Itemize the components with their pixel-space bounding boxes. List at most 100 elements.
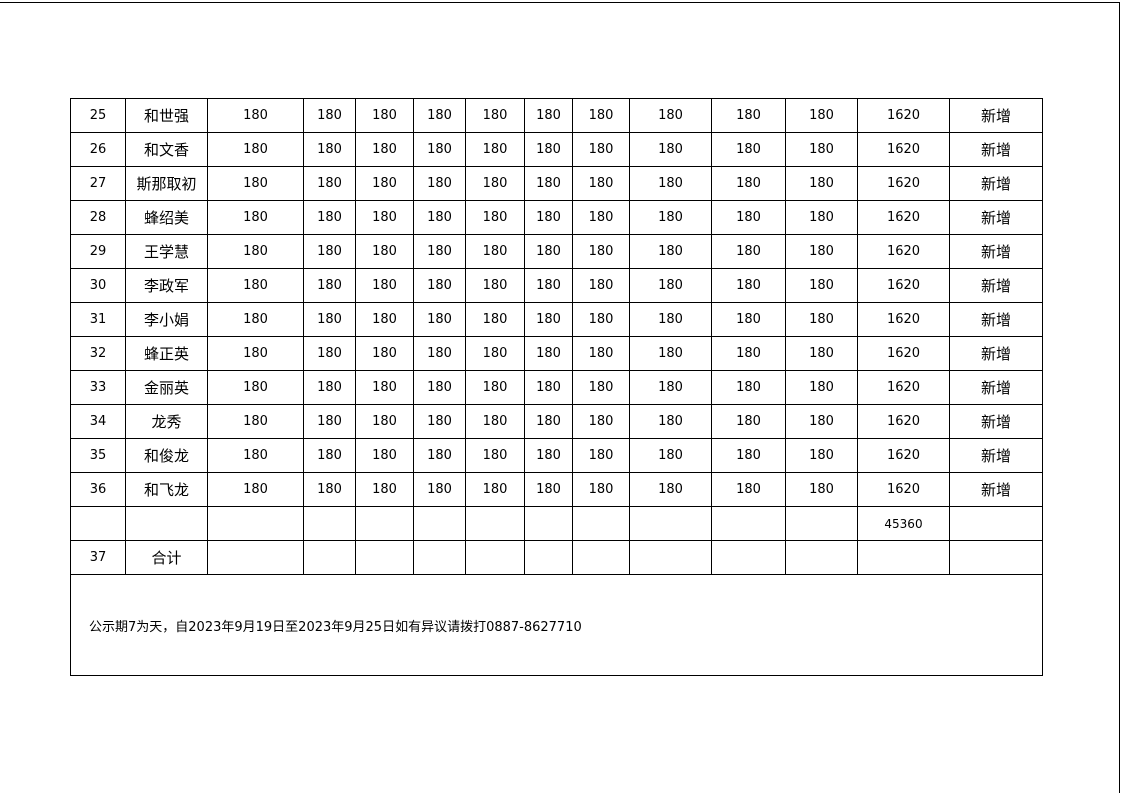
- amount-cell: 180: [629, 200, 712, 235]
- amount-cell: 180: [413, 404, 466, 439]
- amount-cell: 180: [572, 200, 630, 235]
- amount-cell: 180: [629, 132, 712, 167]
- amount-cell: 180: [413, 234, 466, 269]
- amount-cell: 180: [572, 472, 630, 507]
- amount-cell: 180: [413, 472, 466, 507]
- amount-cell: 180: [785, 200, 858, 235]
- amount-cell: 180: [355, 438, 414, 473]
- amount-cell: 180: [207, 132, 304, 167]
- amount-cell: 180: [785, 370, 858, 405]
- amount-cell: 180: [355, 200, 414, 235]
- status-cell: 新增: [949, 472, 1043, 507]
- row-number: 25: [70, 98, 126, 133]
- amount-cell: 180: [629, 336, 712, 371]
- amount-cell: 180: [207, 166, 304, 201]
- status-cell: 新增: [949, 404, 1043, 439]
- person-name: 王学慧: [125, 234, 208, 269]
- table-row: 28 蜂绍美 180 180 180 180 180 180 180 180 180 180 1620 新…: [70, 200, 1043, 235]
- row-total: 1620: [857, 472, 950, 507]
- amount-cell: 180: [207, 98, 304, 133]
- amount-cell: 180: [465, 472, 525, 507]
- amount-cell: 180: [303, 234, 356, 269]
- amount-cell: 180: [711, 472, 786, 507]
- amount-cell: 180: [572, 336, 630, 371]
- amount-cell: 180: [629, 472, 712, 507]
- amount-cell: 180: [207, 370, 304, 405]
- row-total: 1620: [857, 268, 950, 303]
- row-number: 27: [70, 166, 126, 201]
- amount-cell: 180: [355, 404, 414, 439]
- amount-cell: 180: [465, 98, 525, 133]
- amount-cell: 180: [524, 166, 573, 201]
- row-total: 1620: [857, 166, 950, 201]
- amount-cell: 180: [465, 438, 525, 473]
- amount-cell: 180: [572, 234, 630, 269]
- amount-cell: 180: [711, 132, 786, 167]
- person-name: 蜂绍美: [125, 200, 208, 235]
- row-number: 26: [70, 132, 126, 167]
- notice-row: 公示期7为天，自2023年9月19日至2023年9月25日如有异议请拨打0887…: [70, 574, 1043, 676]
- amount-cell: 180: [207, 336, 304, 371]
- amount-cell: 180: [629, 438, 712, 473]
- amount-cell: 180: [413, 336, 466, 371]
- amount-cell: 180: [785, 234, 858, 269]
- amount-cell: 180: [355, 370, 414, 405]
- row-total: 1620: [857, 370, 950, 405]
- amount-cell: 180: [524, 302, 573, 337]
- amount-cell: 180: [572, 404, 630, 439]
- amount-cell: 180: [629, 404, 712, 439]
- row-number: 34: [70, 404, 126, 439]
- status-cell: 新增: [949, 302, 1043, 337]
- amount-cell: 180: [524, 404, 573, 439]
- status-cell: 新增: [949, 200, 1043, 235]
- person-name: 李小娟: [125, 302, 208, 337]
- amount-cell: 180: [303, 200, 356, 235]
- amount-cell: 180: [711, 98, 786, 133]
- row-total: 1620: [857, 200, 950, 235]
- amount-cell: 180: [303, 302, 356, 337]
- table-row: 25 和世强 180 180 180 180 180 180 180 180 180 180 1620 新…: [70, 98, 1043, 133]
- amount-cell: 180: [629, 98, 712, 133]
- page-edge-right: [1119, 2, 1120, 793]
- amount-cell: 180: [413, 200, 466, 235]
- amount-cell: 180: [524, 98, 573, 133]
- amount-cell: 180: [355, 132, 414, 167]
- amount-cell: 180: [572, 302, 630, 337]
- amount-cell: 180: [355, 166, 414, 201]
- amount-cell: 180: [785, 336, 858, 371]
- row-number: 33: [70, 370, 126, 405]
- status-cell: 新增: [949, 98, 1043, 133]
- amount-cell: 180: [465, 268, 525, 303]
- row-number: 32: [70, 336, 126, 371]
- subsidy-table: 25 和世强 180 180 180 180 180 180 180 180 180 180 1620 新…: [70, 98, 1043, 676]
- table-row: 30 李政军 180 180 180 180 180 180 180 180 180 180 1620 新…: [70, 268, 1043, 303]
- amount-cell: 180: [785, 98, 858, 133]
- amount-cell: 180: [465, 234, 525, 269]
- row-total: 1620: [857, 132, 950, 167]
- person-name: 和世强: [125, 98, 208, 133]
- person-name: 和俊龙: [125, 438, 208, 473]
- amount-cell: 180: [303, 132, 356, 167]
- amount-cell: 180: [413, 132, 466, 167]
- amount-cell: 180: [303, 404, 356, 439]
- amount-cell: 180: [524, 268, 573, 303]
- amount-cell: 180: [572, 438, 630, 473]
- row-total: 1620: [857, 98, 950, 133]
- amount-cell: 180: [524, 132, 573, 167]
- amount-cell: 180: [355, 472, 414, 507]
- amount-cell: 180: [355, 336, 414, 371]
- amount-cell: 180: [785, 472, 858, 507]
- amount-cell: 180: [465, 302, 525, 337]
- amount-cell: 180: [524, 438, 573, 473]
- row-total: 1620: [857, 404, 950, 439]
- amount-cell: 180: [465, 336, 525, 371]
- row-number: 31: [70, 302, 126, 337]
- amount-cell: 180: [413, 268, 466, 303]
- amount-cell: 180: [465, 166, 525, 201]
- amount-cell: 180: [629, 234, 712, 269]
- amount-cell: 180: [711, 166, 786, 201]
- amount-cell: 180: [413, 438, 466, 473]
- row-total: 1620: [857, 336, 950, 371]
- amount-cell: 180: [207, 404, 304, 439]
- amount-cell: 180: [413, 302, 466, 337]
